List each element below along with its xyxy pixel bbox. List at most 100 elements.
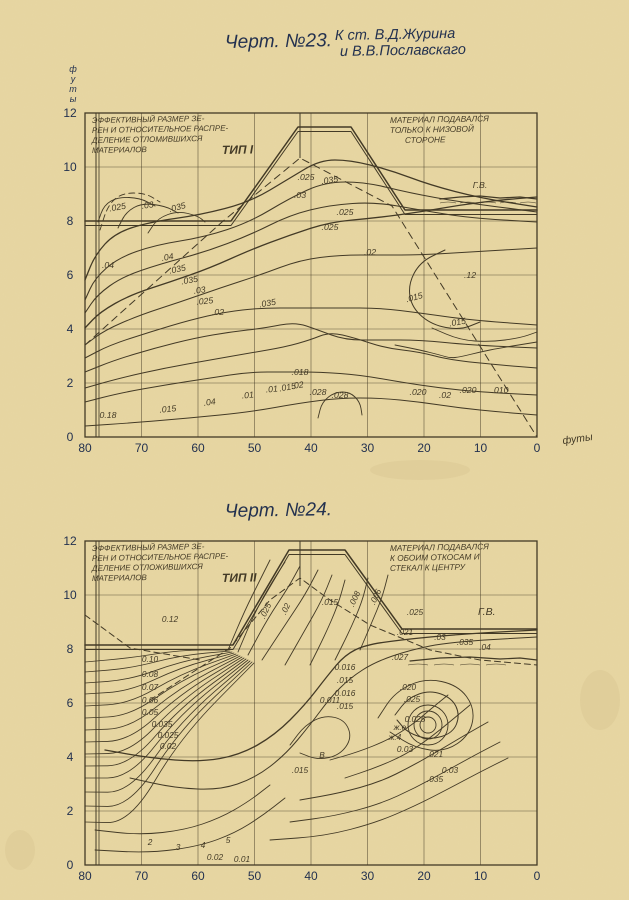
svg-text:.02: .02 [439,390,451,400]
svg-text:0.025: 0.025 [158,730,179,740]
svg-text:0.06: 0.06 [142,695,159,705]
svg-text:40: 40 [304,441,318,455]
svg-text:.015: .015 [159,403,177,414]
svg-text:К ст. В.Д.Журина: К ст. В.Д.Журина [335,26,456,44]
svg-text:ж.е: ж.е [393,722,407,732]
svg-text:6: 6 [67,696,74,710]
svg-text:0.05: 0.05 [142,707,159,717]
svg-text:10: 10 [63,588,77,602]
svg-text:.04: .04 [479,642,491,652]
svg-text:.025: .025 [404,694,421,704]
svg-text:МАТЕРИАЛОВ: МАТЕРИАЛОВ [92,145,148,155]
svg-text:2: 2 [67,804,74,818]
svg-text:.015: .015 [292,765,309,775]
svg-text:70: 70 [135,869,149,883]
svg-text:.04: .04 [102,260,114,270]
svg-text:ТИП II: ТИП II [222,570,257,585]
svg-text:2: 2 [67,376,74,390]
svg-text:12: 12 [63,106,77,120]
svg-text:.025: .025 [407,607,424,617]
svg-text:30: 30 [361,441,375,455]
svg-text:50: 50 [248,869,262,883]
svg-text:8: 8 [67,214,74,228]
svg-text:т: т [69,84,77,94]
svg-text:.02: .02 [212,307,224,317]
svg-text:0.01: 0.01 [234,854,250,864]
svg-text:.025: .025 [196,295,214,306]
svg-text:8: 8 [67,642,74,656]
svg-text:.04: .04 [203,396,217,408]
svg-text:0.10: 0.10 [142,654,159,664]
svg-text:5: 5 [226,835,231,845]
svg-text:0.12: 0.12 [162,614,179,624]
svg-text:0.016: 0.016 [335,662,356,672]
svg-text:.010: .010 [492,385,509,395]
svg-text:.025: .025 [337,207,354,217]
svg-text:30: 30 [361,869,375,883]
svg-text:.020: .020 [400,682,417,692]
svg-text:.03: .03 [193,284,207,296]
svg-text:.028: .028 [332,390,349,400]
svg-text:50: 50 [248,441,262,455]
svg-text:ы: ы [70,94,77,104]
svg-text:МАТЕРИАЛОВ: МАТЕРИАЛОВ [92,573,148,583]
svg-text:.04: .04 [161,251,175,263]
svg-text:0.02: 0.02 [160,741,177,751]
svg-text:.035: .035 [457,637,474,647]
svg-text:0: 0 [534,441,541,455]
svg-text:Черт. №23.: Черт. №23. [225,30,332,53]
svg-text:0.025: 0.025 [405,714,426,724]
svg-text:0.03: 0.03 [442,765,459,775]
svg-text:0.016: 0.016 [335,688,356,698]
svg-text:4: 4 [67,322,74,336]
svg-text:20: 20 [417,869,431,883]
svg-text:ж.4: ж.4 [388,732,402,742]
svg-text:6: 6 [67,268,74,282]
svg-text:0.07: 0.07 [142,682,159,692]
svg-text:ф: ф [69,64,77,74]
svg-text:.021: .021 [427,749,443,759]
svg-text:60: 60 [191,869,205,883]
svg-text:.015: .015 [337,701,354,711]
svg-text:0: 0 [67,858,74,872]
svg-text:10: 10 [474,441,488,455]
svg-text:0.08: 0.08 [142,669,159,679]
svg-text:3: 3 [176,842,181,852]
svg-text:.027: .027 [392,652,409,662]
svg-text:.03: .03 [294,190,306,200]
svg-text:Г.В.: Г.В. [478,606,496,618]
svg-text:10: 10 [63,160,77,174]
svg-text:40: 40 [304,869,318,883]
svg-text:4: 4 [67,750,74,764]
svg-text:80: 80 [78,441,92,455]
svg-text:2: 2 [147,837,153,847]
svg-text:СТЕКАЛ К ЦЕНТРУ: СТЕКАЛ К ЦЕНТРУ [390,562,466,573]
svg-text:80: 80 [78,869,92,883]
svg-text:4: 4 [201,840,206,850]
svg-text:.02: .02 [291,379,305,391]
svg-text:.035: .035 [427,774,444,784]
svg-text:12: 12 [63,534,77,548]
svg-text:10: 10 [474,869,488,883]
svg-text:B: B [319,750,325,760]
svg-text:.028: .028 [310,387,327,397]
svg-text:0.02: 0.02 [207,852,224,862]
svg-text:.03: .03 [434,632,446,642]
svg-text:ТОЛЬКО К НИЗОВОЙ: ТОЛЬКО К НИЗОВОЙ [390,123,474,135]
svg-text:.01: .01 [241,389,254,400]
svg-text:Г.В.: Г.В. [473,180,487,190]
svg-text:Черт. №24.: Черт. №24. [225,499,332,522]
svg-text:70: 70 [135,441,149,455]
svg-text:.015: .015 [322,597,339,607]
svg-text:0: 0 [67,430,74,444]
svg-text:20: 20 [417,441,431,455]
svg-text:.020: .020 [410,387,427,397]
svg-text:0: 0 [534,869,541,883]
svg-text:и В.В.Пославскаго: и В.В.Пославскаго [340,42,466,60]
svg-text:.12: .12 [464,270,476,280]
svg-text:.020: .020 [460,385,477,395]
svg-text:0.03: 0.03 [397,744,414,754]
svg-text:60: 60 [191,441,205,455]
svg-text:0.035: 0.035 [152,719,173,729]
svg-text:.03: .03 [141,199,155,211]
